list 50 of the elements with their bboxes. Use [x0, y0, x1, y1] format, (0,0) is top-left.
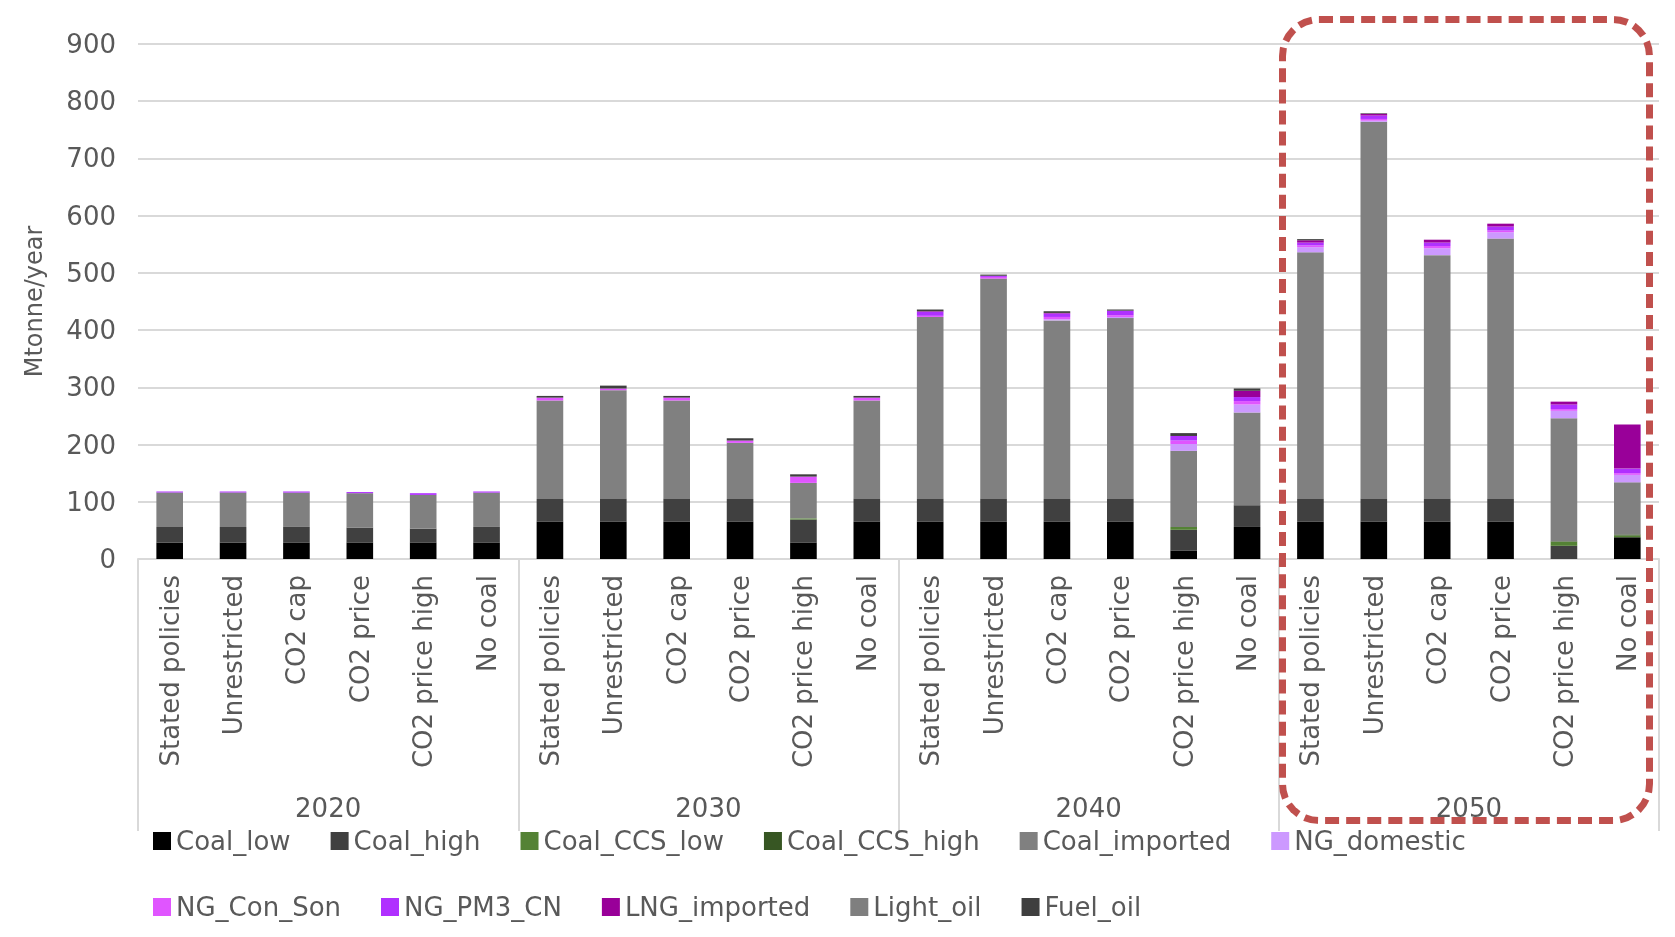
y-tick-label: 800 [66, 86, 116, 117]
legend-label: Coal_high [353, 826, 481, 856]
x-tick-label: No coal [851, 575, 882, 672]
legend-label: NG_PM3_CN [404, 892, 562, 922]
x-tick-label: CO2 price [344, 575, 375, 704]
x-tick-label: No coal [1232, 575, 1263, 672]
text: 2030 [675, 793, 742, 823]
y-tick-label: 0 [99, 544, 116, 574]
y-tick-label: 300 [66, 372, 116, 403]
x-tick-label: Stated policies [1295, 575, 1326, 767]
text: 2040 [1055, 793, 1122, 823]
x-tick-label: Stated policies [534, 575, 565, 767]
x-tick-label: Unrestricted [1358, 575, 1389, 736]
x-tick-label: Stated policies [154, 575, 185, 767]
x-tick-label: CO2 price high [788, 575, 819, 769]
y-tick-label: 900 [66, 29, 116, 59]
legend-label: LNG_imported [624, 892, 811, 922]
x-tick-label: CO2 price high [1548, 575, 1579, 769]
legend-label: NG_domestic [1294, 826, 1466, 856]
y-axis-title: Mtonne/year [20, 225, 48, 378]
legend-label: Coal_CCS_high [786, 826, 980, 856]
text: 2050 [1435, 793, 1502, 823]
legend-label: NG_Con_Son [176, 892, 342, 922]
x-tick-label: No coal [1612, 575, 1643, 672]
y-tick-label: 500 [66, 257, 116, 288]
x-tick-label: CO2 cap [281, 575, 312, 686]
x-tick-label: CO2 price high [1168, 575, 1199, 769]
y-tick-label: 700 [66, 143, 116, 174]
y-tick-label: 600 [66, 200, 116, 231]
x-tick-label: No coal [471, 575, 502, 672]
x-tick-label: Unrestricted [978, 575, 1009, 736]
y-tick-label: 400 [66, 315, 116, 346]
x-tick-label: CO2 price [725, 575, 756, 704]
legend-label: Coal_CCS_low [543, 826, 724, 856]
x-tick-label: CO2 price high [408, 575, 439, 769]
y-tick-label: 200 [66, 429, 116, 460]
x-tick-label: Stated policies [915, 575, 946, 767]
legend-label: Light_oil [873, 892, 982, 922]
legend-label: Fuel_oil [1044, 892, 1142, 922]
x-tick-label: Unrestricted [598, 575, 629, 736]
legend-label: Coal_imported [1042, 826, 1232, 856]
legend-label: Coal_low [176, 826, 291, 856]
x-tick-label: CO2 cap [1422, 575, 1453, 686]
x-tick-label: CO2 cap [1041, 575, 1072, 686]
x-tick-label: CO2 cap [661, 575, 692, 686]
x-tick-label: CO2 price [1105, 575, 1136, 704]
x-tick-label: CO2 price [1485, 575, 1516, 704]
text: 2020 [295, 793, 362, 823]
y-tick-label: 100 [66, 486, 116, 517]
x-tick-label: Unrestricted [218, 575, 249, 736]
